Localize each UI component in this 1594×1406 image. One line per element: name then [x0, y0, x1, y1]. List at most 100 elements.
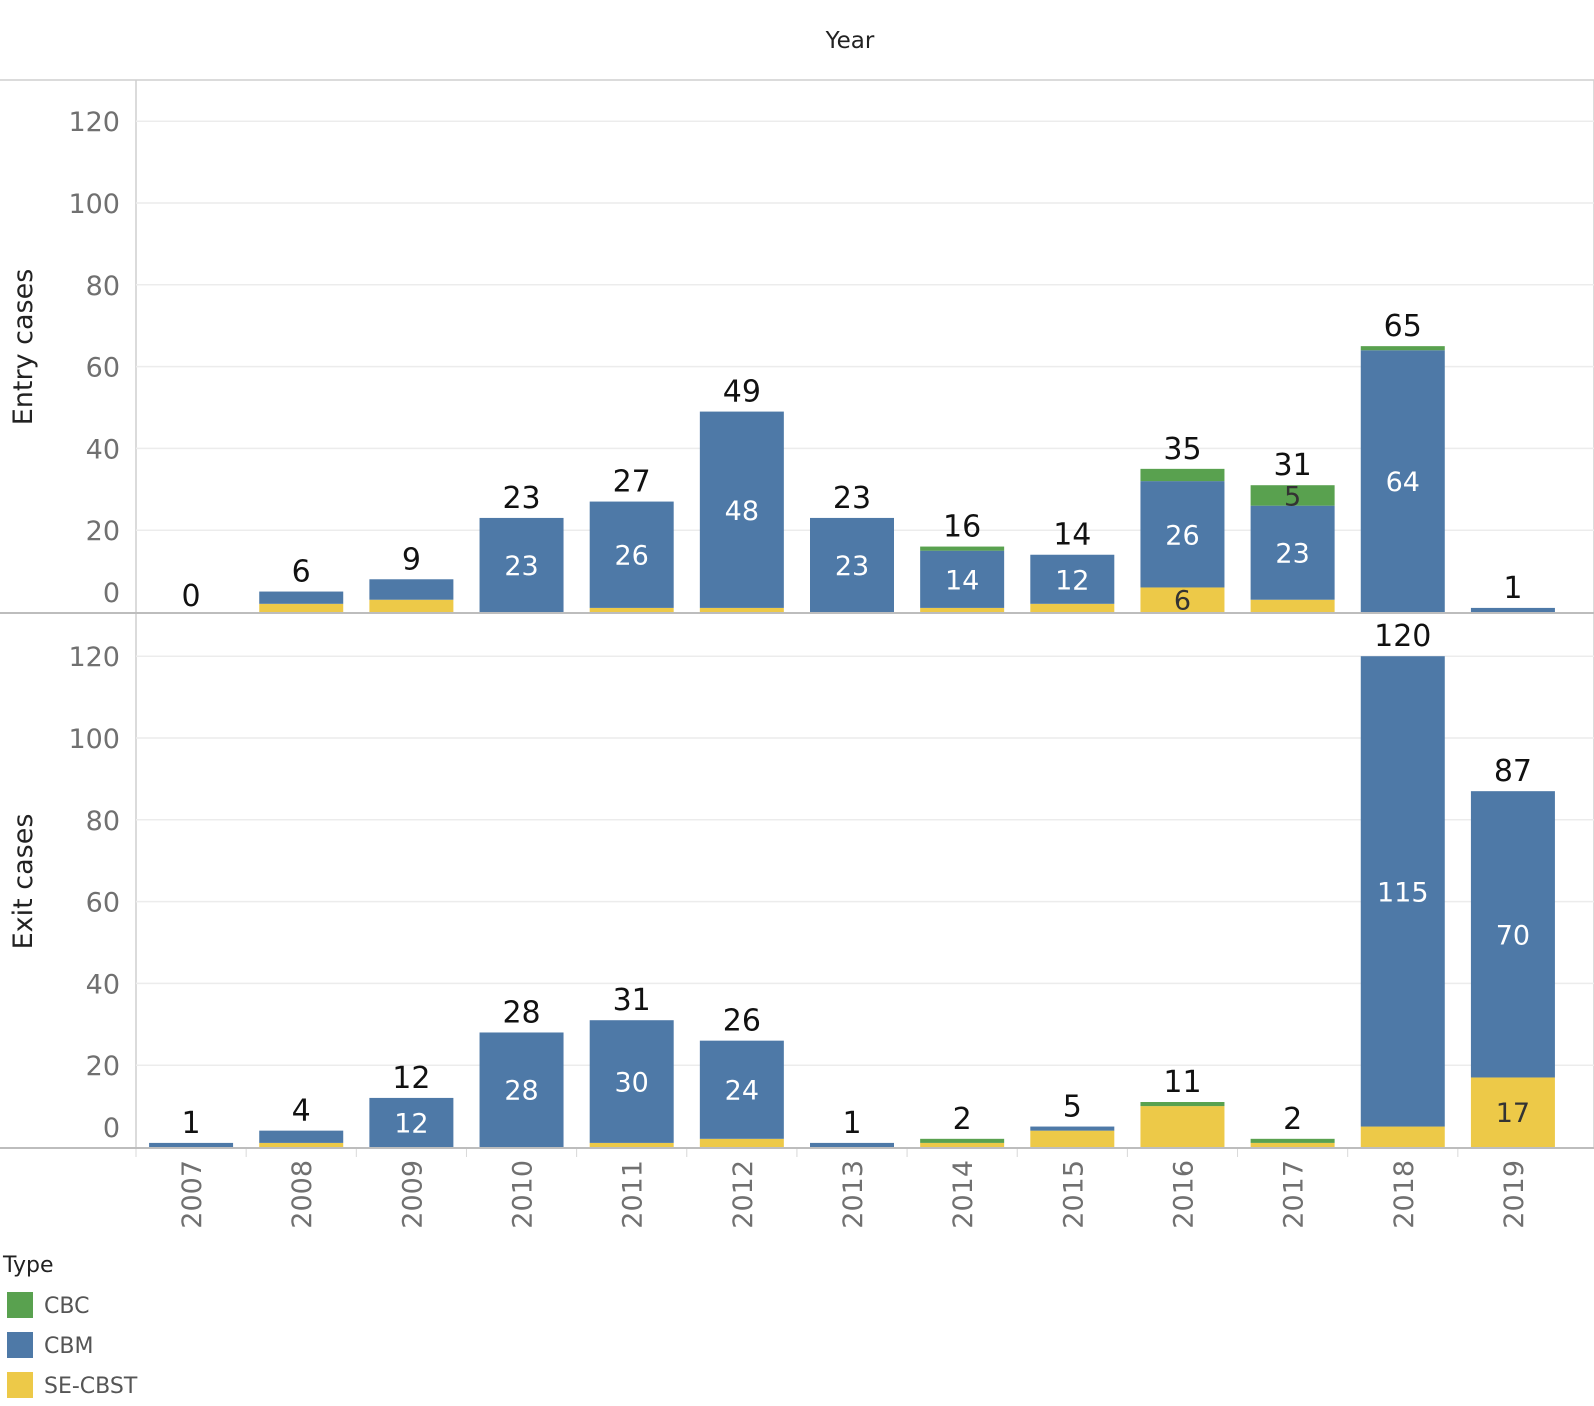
y-tick-label: 20 [86, 1051, 120, 1082]
y-axis-title: Exit cases [8, 814, 39, 950]
legend[interactable]: Type CBC CBM SE-CBST [2, 1253, 138, 1399]
x-tick-label-2010: 2010 [508, 1160, 539, 1229]
x-tick-label-2019: 2019 [1499, 1160, 1530, 1229]
bar-segment-se-cbst-2014[interactable] [920, 1142, 1005, 1147]
bar-segment-se-cbst-2017[interactable] [1250, 1142, 1335, 1147]
legend-item-cbm[interactable]: CBM [7, 1332, 93, 1359]
segment-label-cbm-2017: 23 [1275, 539, 1309, 570]
legend-item-cbc[interactable]: CBC [7, 1292, 89, 1319]
bar-segment-se-cbst-2011[interactable] [589, 1142, 674, 1147]
segment-label-cbm-2011: 26 [615, 541, 649, 572]
bar-segment-se-cbst-2011[interactable] [589, 607, 674, 612]
bar-segment-cbm-2017[interactable] [1250, 505, 1335, 600]
total-label-2018: 120 [1374, 619, 1431, 654]
bar-segment-cbm-2013[interactable] [810, 517, 894, 612]
bar-segment-cbm-2015[interactable] [1030, 1126, 1115, 1131]
bar-segment-cbm-2019[interactable] [1470, 607, 1555, 612]
segment-label-cbm-2010: 23 [504, 551, 538, 582]
segment-label-cbc-2017: 5 [1284, 481, 1301, 512]
bar-segment-cbm-2013[interactable] [810, 1142, 894, 1147]
bar-segment-cbc-2014[interactable] [920, 546, 1005, 551]
y-tick-label: 40 [86, 969, 120, 1000]
bar-segment-cbm-2011[interactable] [589, 501, 674, 608]
bar-segment-cbm-2019[interactable] [1470, 791, 1555, 1078]
total-label-2014: 2 [953, 1102, 972, 1137]
bar-segment-se-cbst-2015[interactable] [1030, 1130, 1115, 1147]
y-tick-label: 120 [68, 642, 120, 673]
bar-segment-cbm-2008[interactable] [259, 591, 344, 604]
segment-label-cbm-2016: 26 [1165, 520, 1199, 551]
bar-segment-se-cbst-2012[interactable] [699, 1138, 784, 1147]
bar-segment-cbm-2010[interactable] [479, 517, 564, 612]
y-tick-label: 120 [68, 107, 120, 138]
bar-segment-cbm-2008[interactable] [259, 1130, 344, 1143]
bar-segment-cbm-2012[interactable] [699, 411, 784, 608]
bar-segment-se-cbst-2008[interactable] [259, 603, 344, 612]
bar-segment-cbc-2017[interactable] [1250, 1138, 1335, 1143]
x-tick-label-2016: 2016 [1168, 1160, 1199, 1229]
total-label-2010: 23 [502, 481, 540, 516]
bar-segment-se-cbst-2018[interactable] [1360, 1126, 1445, 1147]
bar-segment-se-cbst-2019[interactable] [1470, 1077, 1555, 1147]
y-tick-label: 60 [86, 353, 120, 384]
bar-segment-cbc-2014[interactable] [920, 1138, 1005, 1143]
bar-segment-cbc-2018[interactable] [1360, 346, 1445, 351]
segment-label-cbm-2012: 24 [725, 1076, 759, 1107]
total-label-2011: 31 [613, 983, 651, 1018]
x-tick-label-2017: 2017 [1279, 1160, 1310, 1229]
bar-segment-se-cbst-2015[interactable] [1030, 603, 1115, 612]
bar-segment-cbm-2015[interactable] [1030, 554, 1115, 604]
bar-segment-se-cbst-2009[interactable] [369, 599, 454, 612]
bar-segment-cbm-2018[interactable] [1360, 350, 1445, 612]
y-tick-label: 0 [103, 578, 120, 609]
bar-segment-cbm-2009[interactable] [369, 1097, 454, 1147]
legend-swatch-cbc [7, 1292, 33, 1318]
y-tick-label: 20 [86, 516, 120, 547]
bar-segment-cbm-2016[interactable] [1140, 481, 1225, 588]
bar-segment-se-cbst-2008[interactable] [259, 1142, 344, 1147]
x-tick-label-2014: 2014 [948, 1160, 979, 1229]
legend-swatch-cbm [7, 1332, 33, 1358]
total-label-2016: 11 [1163, 1065, 1201, 1100]
total-label-2011: 27 [613, 465, 651, 500]
total-label-2018: 65 [1384, 309, 1422, 344]
bar-segment-cbm-2011[interactable] [589, 1020, 674, 1143]
legend-label-cbc: CBC [44, 1294, 89, 1319]
bar-segment-cbm-2018[interactable] [1360, 656, 1445, 1127]
x-tick-label-2013: 2013 [838, 1160, 869, 1229]
segment-label-cbm-2014: 14 [945, 565, 979, 596]
x-tick-label-2008: 2008 [287, 1160, 318, 1229]
total-label-2017: 31 [1274, 448, 1312, 483]
total-label-2017: 2 [1283, 1102, 1302, 1137]
bar-segment-cbc-2017[interactable] [1250, 485, 1335, 506]
total-label-2019: 87 [1494, 754, 1532, 789]
bar-segment-cbc-2016[interactable] [1140, 468, 1225, 482]
segment-label-se-cbst-2016: 6 [1174, 586, 1191, 617]
y-tick-label: 80 [86, 271, 120, 302]
total-label-2014: 16 [943, 510, 981, 545]
segment-label-cbm-2011: 30 [615, 1068, 649, 1099]
bar-segment-cbm-2014[interactable] [920, 550, 1005, 608]
bar-segment-cbm-2010[interactable] [479, 1032, 564, 1147]
y-tick-label: 80 [86, 806, 120, 837]
bar-segment-se-cbst-2014[interactable] [920, 607, 1005, 612]
x-tick-label-2009: 2009 [397, 1160, 428, 1229]
column-header-year: Year [825, 28, 875, 54]
total-label-2010: 28 [502, 995, 540, 1030]
x-tick-label-2007: 2007 [177, 1160, 208, 1229]
legend-label-se-cbst: SE-CBST [44, 1374, 138, 1399]
bar-segment-cbm-2007[interactable] [149, 1142, 234, 1147]
bar-segment-cbm-2012[interactable] [699, 1040, 784, 1139]
bar-segment-se-cbst-2017[interactable] [1250, 599, 1335, 612]
bar-segment-cbm-2009[interactable] [369, 579, 454, 600]
segment-label-cbm-2015: 12 [1055, 565, 1089, 596]
bar-segment-se-cbst-2016[interactable] [1140, 587, 1225, 612]
bar-segment-cbc-2016[interactable] [1140, 1102, 1225, 1107]
legend-item-se-cbst[interactable]: SE-CBST [7, 1372, 138, 1399]
x-tick-label-2015: 2015 [1058, 1160, 1089, 1229]
bar-segment-se-cbst-2016[interactable] [1140, 1106, 1225, 1147]
legend-swatch-se-cbst [7, 1372, 33, 1398]
bar-segment-se-cbst-2012[interactable] [699, 607, 784, 612]
